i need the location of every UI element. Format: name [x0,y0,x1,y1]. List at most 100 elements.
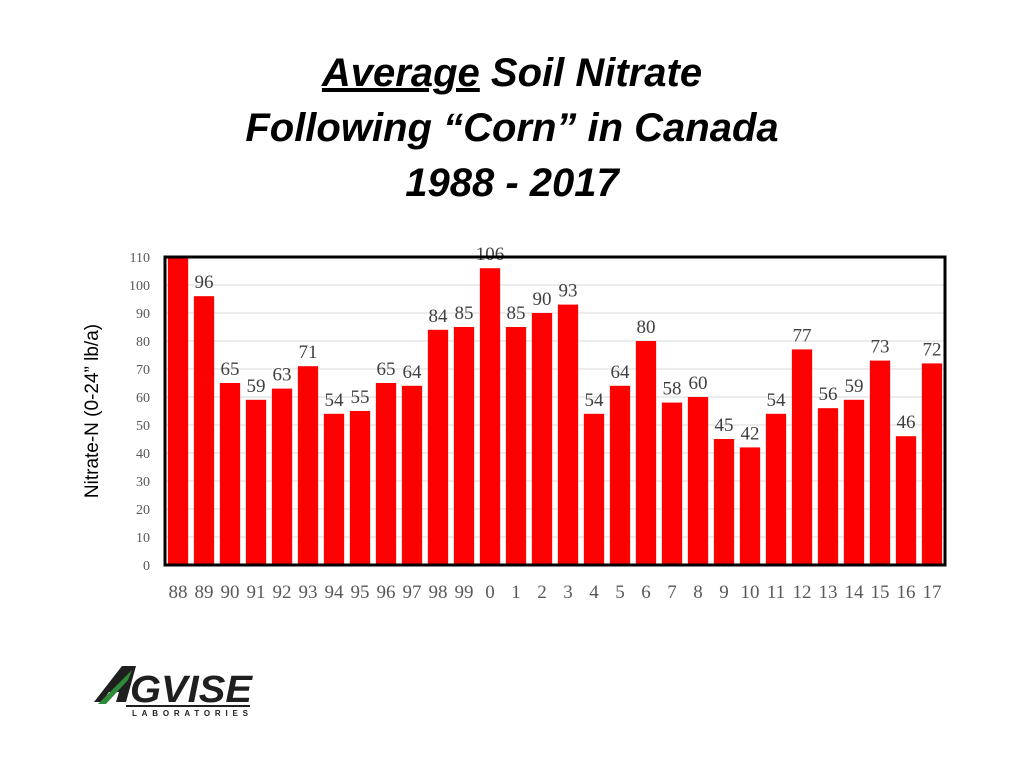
x-tick-label: 88 [169,582,188,603]
data-label: 64 [611,362,631,383]
bar [193,296,215,565]
x-tick-label: 0 [485,582,495,603]
x-tick-label: 9 [719,582,729,603]
agvise-logo: GVISE LABORATORIES [94,666,254,718]
y-tick-label: 20 [136,503,150,518]
title-line-2: Following “Corn” in Canada [245,106,779,150]
plot-frame [163,255,947,567]
bar [557,304,579,565]
data-label: 60 [689,373,708,394]
bar [323,413,345,565]
bar [583,413,605,565]
x-tick-label: 8 [693,582,703,603]
data-label: 63 [273,365,292,386]
x-tick-label: 14 [845,582,865,603]
bar [505,327,527,565]
bar [765,413,787,565]
title-line-1-rest: Soil Nitrate [479,51,703,95]
data-label: 59 [845,376,864,397]
x-tick-label: 3 [563,582,573,603]
x-tick-label: 1 [511,582,521,603]
bar [713,439,735,565]
bar [401,385,423,565]
bar [869,360,891,565]
bar [245,399,267,565]
y-tick-label: 100 [129,279,150,294]
x-tick-label: 15 [871,582,890,603]
bar [297,366,319,565]
data-label: 56 [819,384,838,405]
y-axis-ticks: 0 10 20 30 40 50 60 70 80 90 100 110 [129,251,150,574]
y-tick-label: 60 [136,391,150,406]
x-tick-label: 97 [403,582,422,603]
x-tick-label: 98 [429,582,448,603]
data-label: 84 [429,306,449,327]
bar [219,383,241,565]
x-tick-label: 94 [325,582,345,603]
x-axis-ticks: 88 89 90 91 92 93 94 95 96 97 98 99 0 1 2 3 4 5 6 7 8 9 10 11 12… [169,582,942,603]
data-label: 73 [871,337,890,358]
y-tick-label: 0 [143,559,150,574]
data-label: 71 [299,342,318,363]
bar [453,327,475,565]
data-label: 54 [325,390,345,411]
y-tick-label: 40 [136,447,150,462]
data-label: 58 [663,379,682,400]
bar [375,383,397,565]
bar [895,436,917,565]
bar [661,402,683,565]
data-label: 93 [559,281,578,302]
bars [167,257,943,565]
y-tick-label: 50 [136,419,150,434]
bar [427,329,449,565]
data-labels: 96 65 59 63 71 54 55 65 64 84 85 106 85 90 93 54 64 80 58 6… [195,244,942,444]
bar [791,349,813,565]
x-tick-label: 90 [221,582,240,603]
chart-title: Average Soil Nitrate Following “Corn” in… [0,46,1024,211]
data-label: 77 [793,325,812,346]
logo-wordmark: GVISE [130,669,254,711]
title-underlined-word: Average [321,51,480,95]
data-label: 64 [403,362,423,383]
x-tick-label: 4 [589,582,599,603]
data-label: 45 [715,415,734,436]
x-tick-label: 6 [641,582,651,603]
x-tick-label: 92 [273,582,292,603]
title-line-1: Average Soil Nitrate [0,46,1024,101]
y-tick-label: 30 [136,475,150,490]
bar [635,341,657,565]
bar [687,397,709,565]
x-tick-label: 12 [793,582,812,603]
bar [531,313,553,565]
y-tick-label: 90 [136,307,150,322]
bar [609,385,631,565]
logo-underline [126,705,250,707]
x-tick-label: 5 [615,582,625,603]
x-tick-label: 10 [741,582,760,603]
bar [167,257,189,565]
logo-a-shape [94,666,136,702]
x-tick-label: 16 [897,582,916,603]
y-axis-label: Nitrate-N (0-24” lb/a) [82,324,103,498]
data-label: 80 [637,317,656,338]
bar [739,447,761,565]
x-tick-label: 2 [537,582,547,603]
bar [349,411,371,565]
data-label: 55 [351,387,370,408]
x-tick-label: 95 [351,582,370,603]
data-label: 85 [455,303,474,324]
x-tick-label: 99 [455,582,474,603]
data-label: 90 [533,289,552,310]
y-tick-label: 110 [130,251,150,266]
bar [921,363,943,565]
title-line-3: 1988 - 2017 [405,161,619,205]
data-label: 85 [507,303,526,324]
data-label: 46 [897,412,916,433]
data-label: 42 [741,423,760,444]
x-tick-label: 89 [195,582,214,603]
bar [479,268,501,565]
data-label: 59 [247,376,266,397]
data-label: 96 [195,272,214,293]
data-label: 65 [221,359,240,380]
